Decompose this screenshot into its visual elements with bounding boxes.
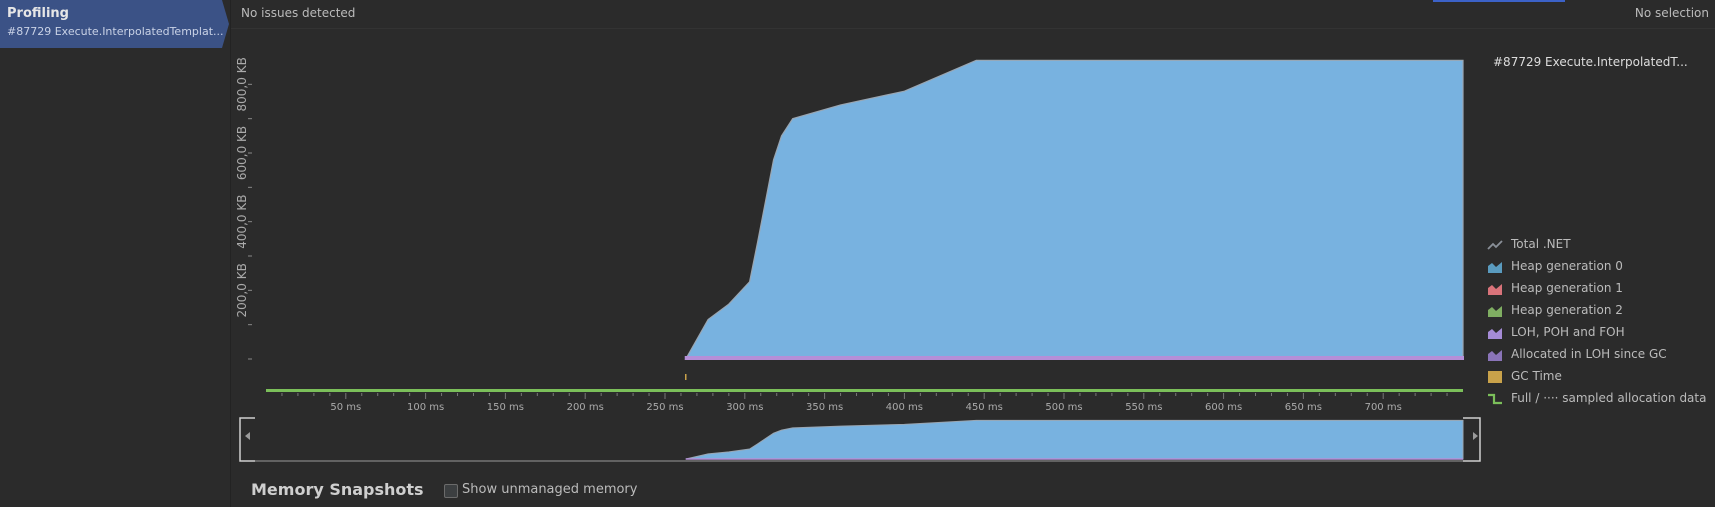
x-tick-label: 600 ms: [1205, 402, 1242, 413]
overview-navigator[interactable]: [239, 417, 1481, 462]
x-tick-label: 450 ms: [966, 402, 1003, 413]
area-icon: [1488, 262, 1502, 273]
x-tick-label: 550 ms: [1125, 402, 1162, 413]
x-tick-label: 300 ms: [726, 402, 763, 413]
show-unmanaged-memory-checkbox[interactable]: [444, 484, 458, 498]
square-icon: [1488, 371, 1502, 383]
legend-item-heap-gen-0[interactable]: Heap generation 0: [1487, 258, 1715, 278]
area-icon: [1488, 328, 1502, 339]
x-tick-label: 400 ms: [886, 402, 923, 413]
x-tick-label: 50 ms: [330, 402, 361, 413]
selection-status: No selection: [1634, 6, 1709, 20]
y-axis: 200,0 KB 400,0 KB 600,0 KB 800,0 KB: [235, 57, 252, 360]
overview-chart: [685, 419, 1464, 460]
overview-series-area: [685, 419, 1464, 460]
y-tick-label: 400,0 KB: [235, 195, 249, 249]
legend-item-allocation-data[interactable]: Full / ···· sampled allocation data: [1487, 390, 1715, 410]
y-tick-label: 600,0 KB: [235, 126, 249, 180]
x-tick-label: 250 ms: [646, 402, 683, 413]
x-tick-label: 350 ms: [806, 402, 843, 413]
profiling-tab-title: Profiling: [7, 6, 69, 21]
memory-snapshots-title: Memory Snapshots: [251, 480, 424, 499]
area-icon: [1488, 284, 1502, 295]
legend-item-total-net[interactable]: Total .NET: [1487, 236, 1715, 256]
legend-label: Heap generation 1: [1511, 281, 1623, 295]
legend-label: GC Time: [1511, 369, 1562, 383]
x-tick-label: 500 ms: [1045, 402, 1082, 413]
x-tick-label: 100 ms: [407, 402, 444, 413]
legend-label: Allocated in LOH since GC: [1511, 347, 1667, 361]
y-tick-label: 200,0 KB: [235, 263, 249, 317]
legend-label: Heap generation 0: [1511, 259, 1623, 273]
legend-item-gc-time[interactable]: GC Time: [1487, 368, 1715, 388]
show-unmanaged-memory-label[interactable]: Show unmanaged memory: [462, 482, 638, 497]
overview-right-bracket[interactable]: [1463, 417, 1481, 462]
legend-item-heap-gen-2[interactable]: Heap generation 2: [1487, 302, 1715, 322]
panel-divider: [230, 0, 231, 507]
y-tick-label: 800,0 KB: [235, 57, 249, 111]
x-tick-label: 700 ms: [1365, 402, 1402, 413]
legend-label: LOH, POH and FOH: [1511, 325, 1625, 339]
overview-left-bracket[interactable]: [239, 417, 255, 462]
x-tick-label: 650 ms: [1285, 402, 1322, 413]
legend-item-loh-poh-foh[interactable]: LOH, POH and FOH: [1487, 324, 1715, 344]
x-axis: 50 ms 100 ms 150 ms 200 ms 250 ms 300 ms 350 m…: [281, 393, 1448, 413]
x-tick-label: 200 ms: [567, 402, 604, 413]
scroll-right-arrow-icon[interactable]: [1473, 432, 1478, 440]
sidebar: Profiling #87729 Execute.InterpolatedTem…: [0, 0, 229, 507]
line-icon: [1487, 240, 1503, 250]
legend-label: Total .NET: [1511, 237, 1571, 251]
step-icon: [1488, 393, 1502, 405]
issues-status: No issues detected: [241, 6, 356, 20]
area-icon: [1488, 306, 1502, 317]
chart-plot-area: [684, 59, 1464, 380]
legend-label: Full / ···· sampled allocation data: [1511, 391, 1707, 405]
scroll-left-arrow-icon[interactable]: [245, 432, 250, 440]
scroll-indicator: [1433, 0, 1565, 2]
legend-item-heap-gen-1[interactable]: Heap generation 1: [1487, 280, 1715, 300]
legend-label: Heap generation 2: [1511, 303, 1623, 317]
profiling-tab[interactable]: Profiling #87729 Execute.InterpolatedTem…: [0, 0, 229, 48]
status-bar: No issues detected No selection: [231, 0, 1715, 29]
x-tick-label: 150 ms: [487, 402, 524, 413]
series-area-loh-poh-and-foh: [684, 355, 1464, 360]
series-area-heap-generation-0: [684, 59, 1464, 360]
legend-title: #87729 Execute.InterpolatedT...: [1493, 55, 1688, 69]
area-icon: [1488, 350, 1502, 361]
legend-item-allocated-loh[interactable]: Allocated in LOH since GC: [1487, 346, 1715, 366]
profiling-tab-subtitle: #87729 Execute.InterpolatedTemplat...: [7, 25, 224, 38]
